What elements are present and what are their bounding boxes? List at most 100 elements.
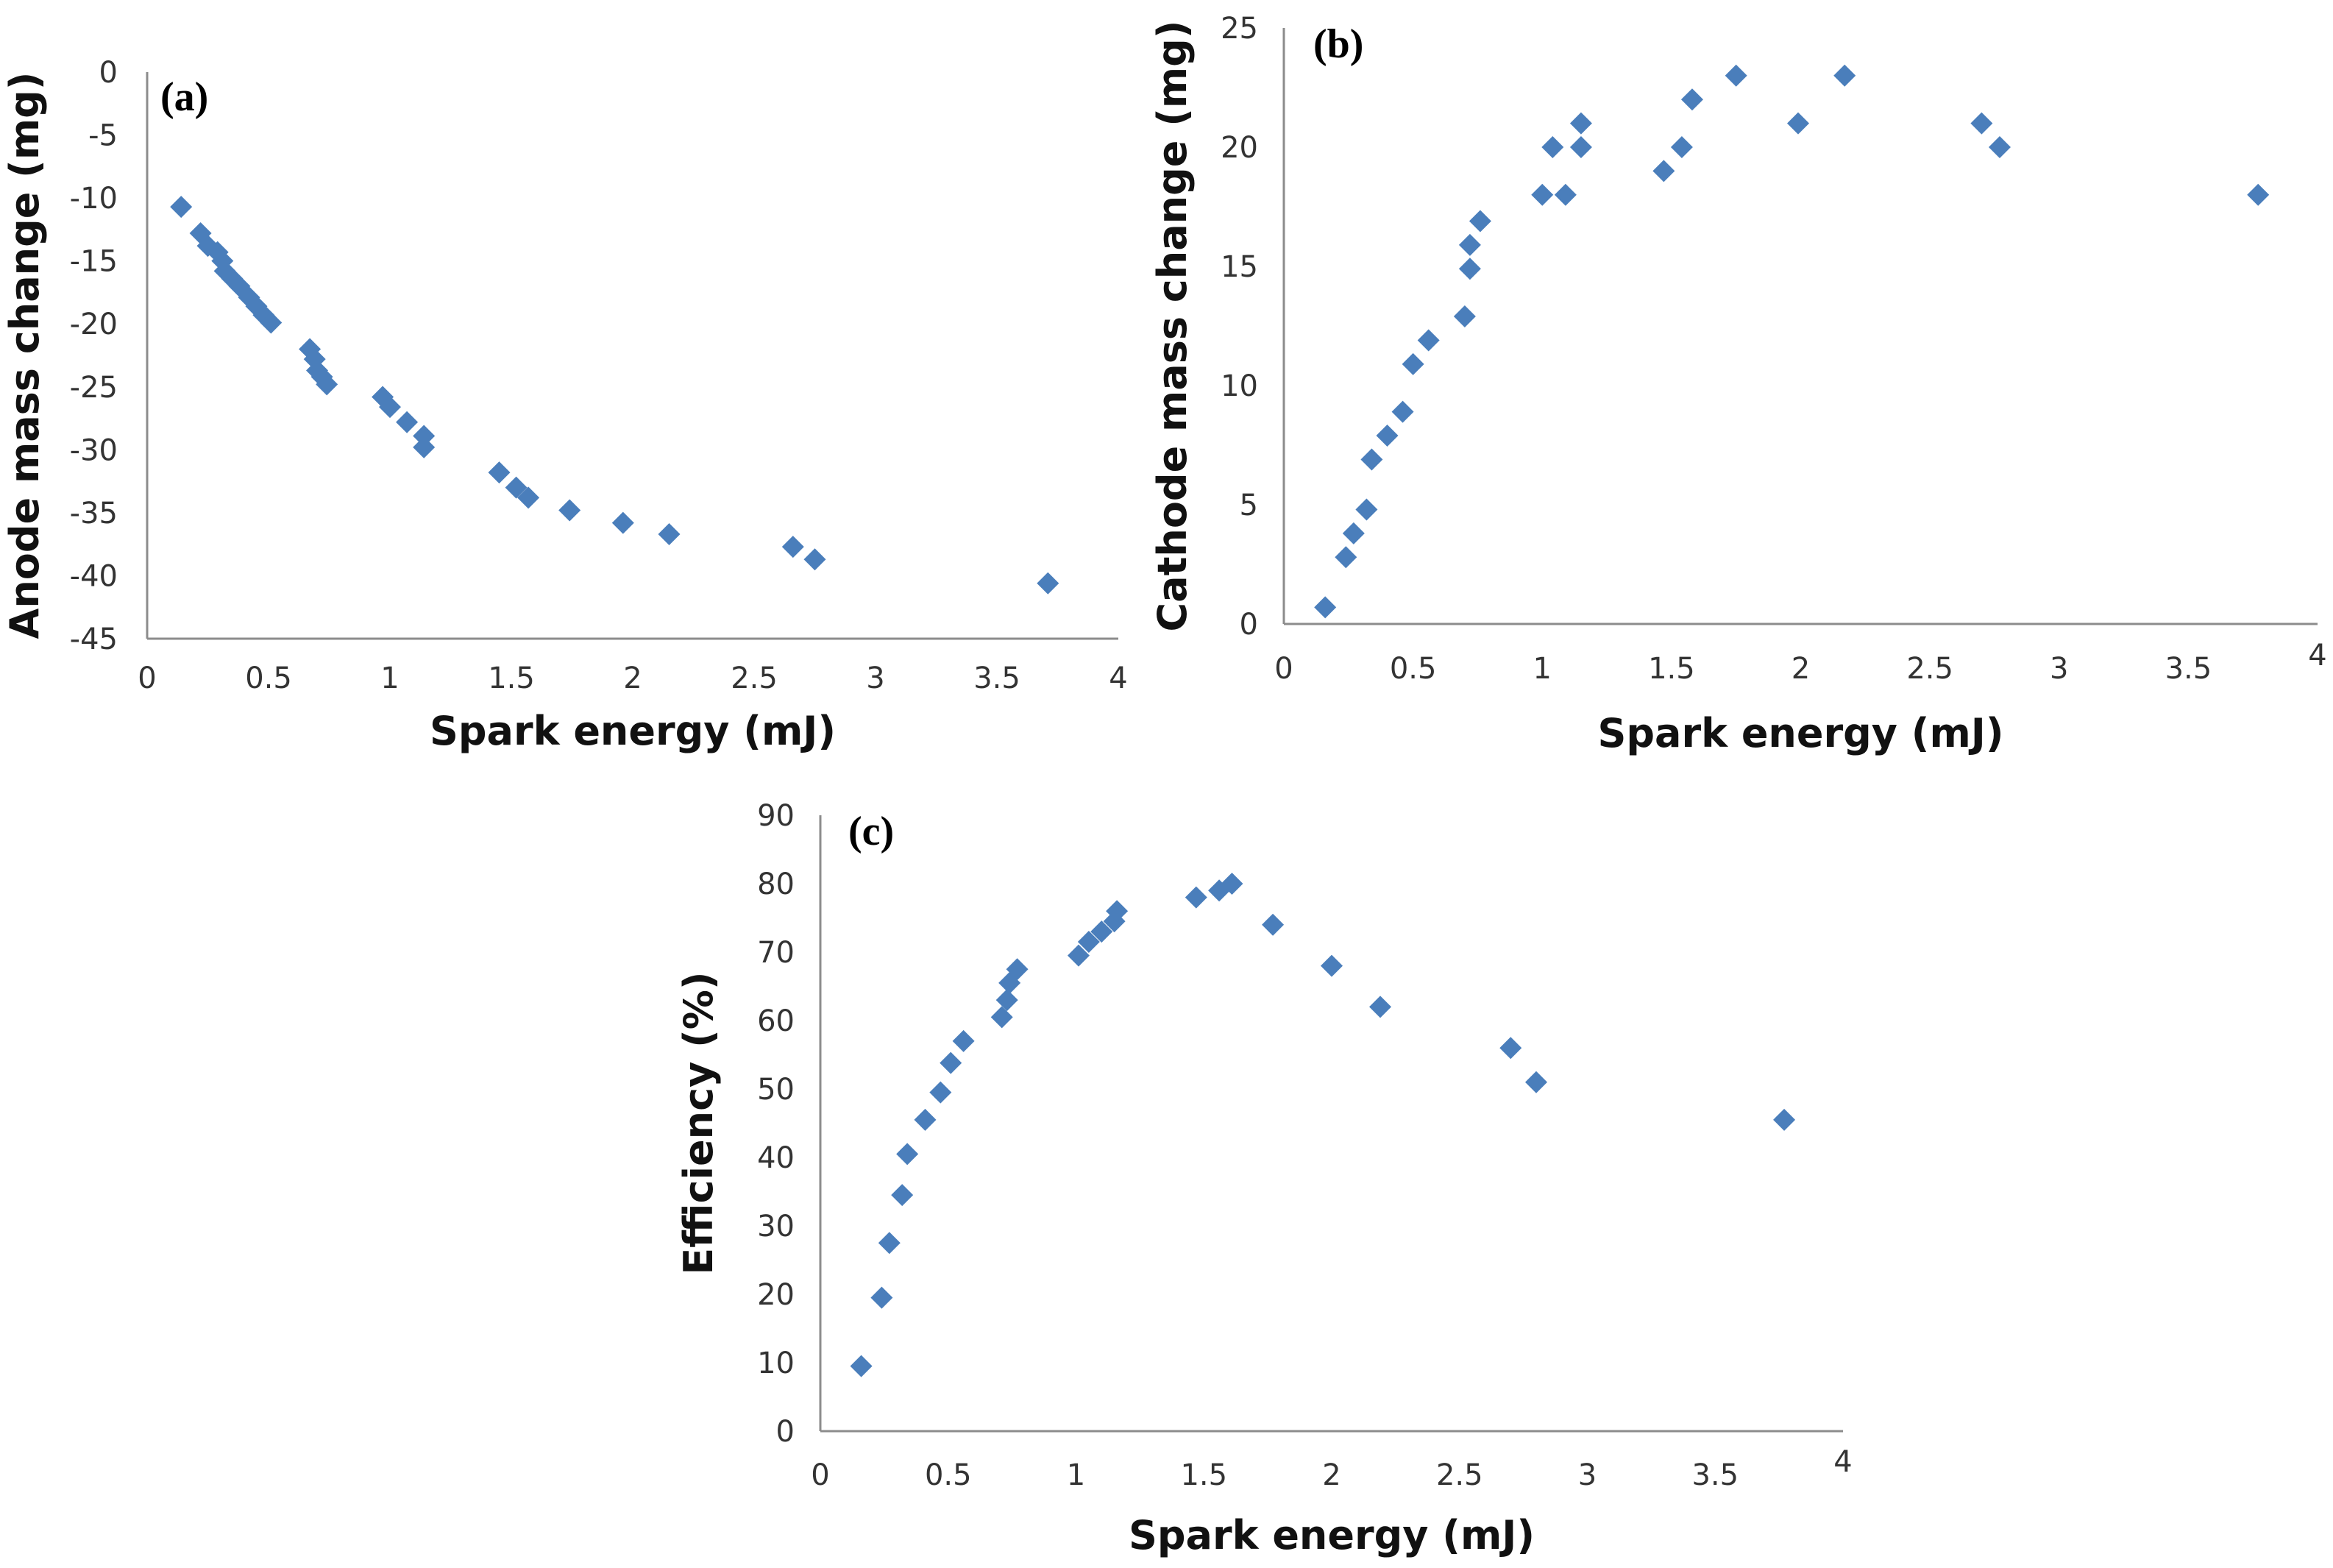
data-point: [488, 461, 511, 484]
x-tick-label: 2: [1792, 652, 1810, 686]
y-tick-label: -45: [70, 622, 118, 656]
data-point: [995, 989, 1018, 1012]
y-tick-label: 25: [1221, 12, 1258, 46]
chart-panel-a: 0 -5 -10 -15 -20 -25 -30 -35 -40 -45 0 0.5 1 1.5 2 2.5 3…: [1, 56, 1128, 754]
y-tick-label: -5: [88, 119, 118, 153]
data-point: [1369, 996, 1392, 1018]
data-point: [781, 536, 804, 558]
data-point: [952, 1029, 975, 1052]
y-tick-label: 70: [757, 936, 795, 970]
panel-label: (b): [1313, 21, 1363, 67]
data-point: [870, 1286, 893, 1309]
y-tick-label: 60: [757, 1004, 795, 1038]
x-axis-title: Spark energy (mJ): [1597, 710, 2003, 756]
y-tick-label: -20: [70, 308, 118, 341]
x-tick-label: 3: [2050, 652, 2068, 686]
data-point: [990, 1006, 1013, 1029]
x-tick-label: 1: [1067, 1458, 1085, 1492]
data-point: [1458, 233, 1481, 256]
x-tick-label: 3.5: [973, 661, 1020, 695]
y-tick-label: 15: [1221, 250, 1258, 284]
data-point: [940, 1051, 962, 1074]
data-point: [1342, 522, 1365, 544]
y-axis-title: Efficiency (%): [675, 971, 722, 1274]
y-tick-label: -40: [70, 559, 118, 593]
panel-label: (c): [848, 809, 894, 854]
panel-label: (a): [160, 74, 208, 120]
data-point: [658, 522, 681, 545]
data-point: [1541, 136, 1564, 158]
y-tick-label: 90: [757, 799, 795, 833]
data-point: [413, 436, 436, 458]
data-point: [1670, 136, 1693, 158]
data-point: [1531, 183, 1554, 206]
data-point: [1499, 1037, 1522, 1060]
data-point: [896, 1143, 919, 1166]
x-tick-label: 2: [1322, 1458, 1341, 1492]
y-tick-label: 20: [1221, 131, 1258, 165]
y-tick-label: -25: [70, 371, 118, 405]
data-point: [1970, 112, 1993, 135]
data-point: [1833, 64, 1856, 87]
data-point: [1652, 160, 1675, 182]
data-point: [1262, 913, 1285, 936]
y-tick-label: -10: [70, 182, 118, 216]
data-point: [1037, 572, 1059, 595]
data-point: [1786, 112, 1809, 135]
data-point: [1458, 258, 1481, 280]
data-point: [1006, 958, 1029, 981]
data-point: [1569, 136, 1592, 158]
x-tick-label: 2.5: [731, 661, 778, 695]
x-tick-label: 3: [1578, 1458, 1597, 1492]
data-point: [1417, 329, 1440, 352]
chart-panel-c: 0 10 20 30 40 50 60 70 80 90 0 0.5 1 1.5 2 2.5 3 3.5 4 Spar…: [675, 799, 1853, 1558]
data-point: [1321, 954, 1343, 977]
data-point: [803, 548, 826, 571]
data-point: [517, 486, 540, 509]
x-tick-label: 1.5: [1648, 652, 1695, 686]
x-tick-label: 0: [811, 1458, 829, 1492]
data-point: [1314, 596, 1337, 619]
data-point: [1376, 425, 1399, 447]
x-tick-label: 4: [2308, 639, 2326, 673]
chart-panel-b: 0 5 10 15 20 25 0 0.5 1 1.5 2 2.5 3 3.5 4 Spark energy …: [1149, 12, 2327, 756]
x-tick-label: 2.5: [1906, 652, 1953, 686]
x-tick-label: 0: [138, 661, 156, 695]
y-tick-label: 0: [776, 1415, 795, 1449]
data-point: [1185, 886, 1207, 909]
y-tick-label: 10: [1221, 369, 1258, 403]
x-tick-label: 0.5: [245, 661, 292, 695]
data-point: [1569, 112, 1592, 135]
data-point: [1525, 1071, 1547, 1093]
data-point: [558, 499, 581, 522]
data-point: [1773, 1108, 1796, 1131]
x-tick-label: 1: [380, 661, 399, 695]
y-axis-title: Cathode mass change (mg): [1149, 21, 1196, 632]
data-point: [170, 196, 193, 219]
data-point: [929, 1081, 952, 1104]
data-point: [1402, 352, 1424, 375]
x-tick-label: 1.5: [488, 661, 535, 695]
data-point: [396, 411, 419, 433]
y-tick-label: 80: [757, 868, 795, 901]
data-point: [1355, 498, 1378, 521]
data-point: [1335, 546, 1357, 569]
y-tick-label: 30: [757, 1210, 795, 1244]
data-point: [2247, 183, 2270, 206]
data-point: [505, 476, 528, 499]
y-tick-label: 0: [1240, 608, 1258, 642]
data-point: [1725, 64, 1747, 87]
x-tick-label: 3: [866, 661, 884, 695]
data-point: [1360, 448, 1383, 471]
x-axis-title: Spark energy (mJ): [1129, 1512, 1535, 1558]
y-tick-label: 50: [757, 1073, 795, 1107]
data-point: [1106, 900, 1129, 923]
data-point: [914, 1108, 937, 1131]
y-tick-label: 0: [99, 56, 118, 90]
data-point: [1453, 305, 1476, 328]
x-tick-label: 3.5: [2165, 652, 2212, 686]
x-tick-label: 1.5: [1180, 1458, 1227, 1492]
x-tick-label: 3.5: [1691, 1458, 1739, 1492]
data-point: [878, 1232, 901, 1255]
